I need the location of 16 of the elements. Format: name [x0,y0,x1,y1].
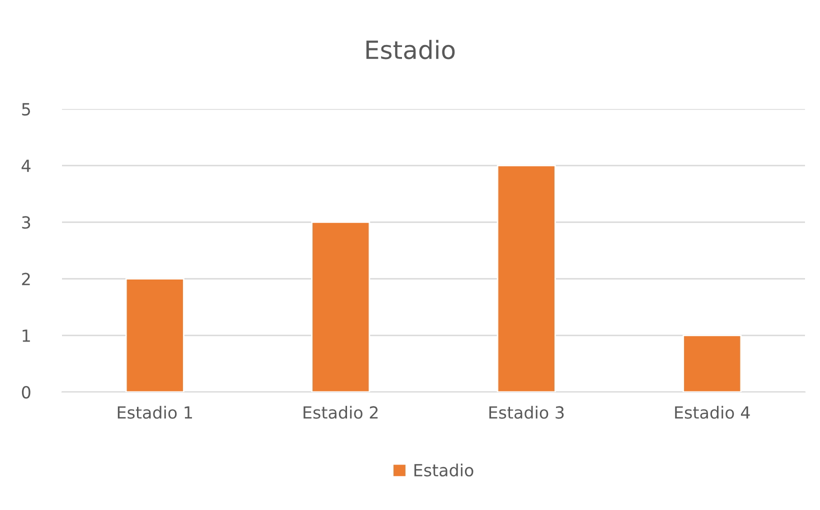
legend-label: Estadio [414,464,474,476]
y-tick-label: 5 [22,103,30,116]
y-tick-label: 0 [22,386,30,399]
chart-title: Estadio [366,40,455,60]
x-tick-label: Estadio 2 [304,406,378,419]
y-tick-label: 2 [22,272,30,286]
y-tick-label: 4 [22,160,31,172]
bar [682,334,742,392]
x-tick-label: Estadio 3 [489,406,564,419]
y-tick-label: 1 [22,330,30,342]
bar [496,164,556,392]
bar [311,222,370,392]
bar [125,278,184,392]
y-tick-label: 3 [22,216,30,229]
x-tick-label: Estadio 1 [118,406,192,419]
x-tick-label: Estadio 4 [675,406,750,419]
